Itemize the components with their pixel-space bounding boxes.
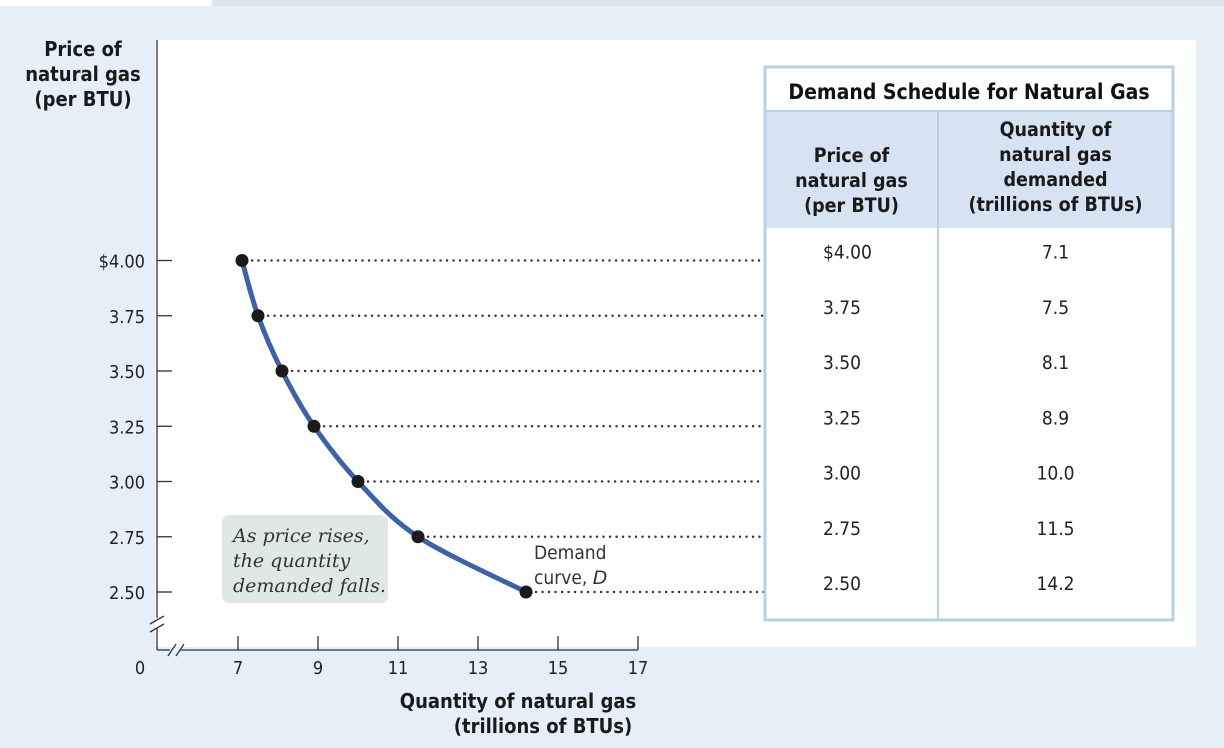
table-cell-quantity: 11.5 (1036, 518, 1074, 540)
table-header-quantity: demanded (1003, 168, 1107, 191)
demand-curve-label: Demand curve, D (534, 542, 607, 589)
demand-point (307, 419, 321, 433)
table-cell-price: 3.25 (823, 407, 861, 429)
table-header-quantity: natural gas (999, 143, 1112, 166)
y-tick-label: 3.00 (109, 473, 145, 494)
table-cell-quantity: 14.2 (1036, 573, 1074, 595)
x-ticks: 7 9 11 13 15 17 0 (135, 636, 648, 679)
table-cell-quantity: 8.9 (1042, 407, 1069, 429)
annotation-line: demanded falls. (233, 575, 386, 597)
table-title: Demand Schedule for Natural Gas (788, 80, 1149, 104)
y-tick-label: 3.25 (109, 417, 145, 438)
table-header-quantity: Quantity of (1000, 118, 1112, 141)
x-tick-label: 17 (628, 658, 649, 679)
table-header-price: (per BTU) (804, 194, 899, 217)
x-tick-label: 15 (548, 658, 569, 679)
demand-point (411, 530, 425, 544)
table-cell-price: 3.00 (823, 463, 861, 485)
table-cell-price: 2.50 (823, 573, 861, 595)
y-tick-label: 3.75 (109, 307, 145, 328)
y-tick-label: 3.50 (109, 362, 145, 383)
demand-points (235, 254, 533, 599)
table-header-band (765, 111, 1173, 228)
demand-point (235, 254, 249, 267)
table-border (763, 65, 1175, 622)
y-axis-break-mark (149, 615, 165, 625)
annotation-box (222, 515, 388, 603)
dotted-guides (250, 259, 829, 594)
x-axis-title-line: Quantity of natural gas (400, 689, 636, 713)
annotation-text: As price rises, the quantity demanded fall… (231, 525, 386, 597)
x-axis-break-mark (167, 643, 177, 657)
table-cell-price: $4.00 (823, 242, 872, 264)
table-cell-quantity: 8.1 (1042, 352, 1069, 374)
y-axis-title-line: natural gas (25, 62, 141, 86)
table-header-quantity: (trillions of BTUs) (968, 193, 1142, 216)
table-header-price: natural gas (795, 169, 908, 192)
x-axis-title: Quantity of natural gas(trillions of BTU… (400, 689, 636, 738)
origin-label: 0 (135, 658, 145, 679)
annotation-line: As price rises, (231, 525, 370, 547)
table-header-price: Price of (814, 144, 890, 167)
x-axis-title-line: (trillions of BTUs) (454, 714, 632, 738)
table-cell-price: 3.50 (823, 352, 861, 374)
y-tick-label: $4.00 (99, 252, 145, 273)
demand-curve-label-line: Demand (534, 542, 607, 564)
annotation-line: the quantity (233, 550, 350, 572)
y-axis-title-line: (per BTU) (34, 87, 131, 111)
demand-point (251, 309, 265, 323)
active-tab[interactable] (0, 0, 212, 6)
x-tick-label: 7 (233, 658, 243, 679)
tab-strip (0, 0, 1224, 6)
y-tick-label: 2.50 (109, 583, 145, 604)
table-cell-price: 2.75 (823, 518, 861, 540)
demand-curve-label-line: curve, D (534, 567, 607, 589)
table-cell-price: 3.75 (823, 297, 861, 319)
y-tick-label: 2.75 (109, 528, 145, 549)
x-tick-label: 9 (313, 658, 323, 679)
y-axis-title-line: Price of (44, 37, 122, 61)
x-tick-label: 13 (468, 658, 489, 679)
axes (149, 40, 638, 657)
table-cell-quantity: 7.1 (1042, 242, 1069, 264)
demand-point (351, 475, 365, 488)
demand-point (519, 585, 533, 599)
x-tick-label: 11 (388, 658, 409, 679)
demand-curve-symbol: D (593, 567, 608, 589)
table-cell-quantity: 7.5 (1042, 297, 1069, 319)
demand-point (275, 364, 289, 378)
y-ticks: $4.00 3.75 3.50 3.25 3.00 2.75 2.50 (99, 252, 172, 604)
table-cell-quantity: 10.0 (1036, 463, 1074, 485)
